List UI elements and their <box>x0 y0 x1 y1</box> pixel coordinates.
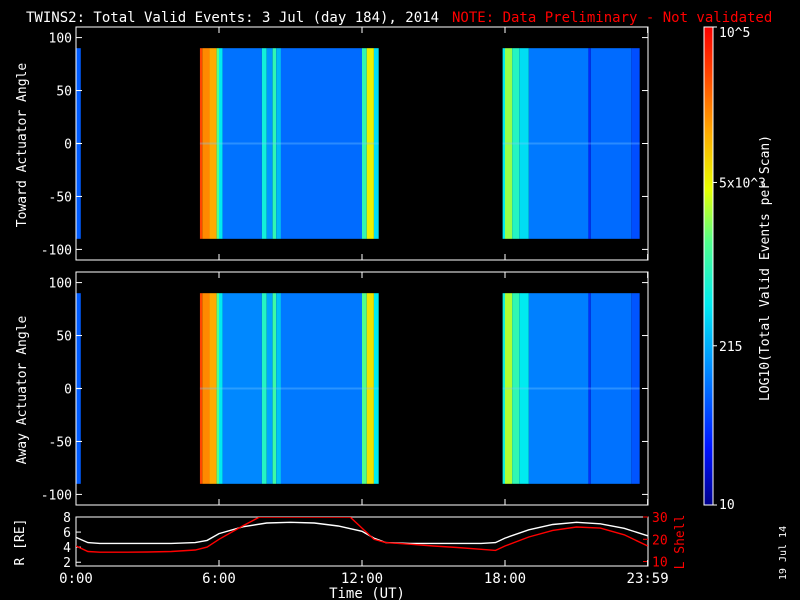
away-column <box>590 293 632 484</box>
colorbar-tick-label: 215 <box>719 340 742 355</box>
away-column <box>505 293 513 484</box>
away-column <box>219 293 223 484</box>
toward-ytick-label: 0 <box>64 138 72 153</box>
colorbar-gradient <box>703 26 714 506</box>
orbit-ytick-right-label: 30 <box>652 511 668 526</box>
away-column <box>261 293 267 484</box>
away-column <box>373 293 379 484</box>
toward-column <box>519 48 529 239</box>
toward-ytick-label: 100 <box>49 32 72 47</box>
chart-title: TWINS2: Total Valid Events: 3 Jul (day 1… <box>26 10 439 26</box>
colorbar-tick-label: 10 <box>719 498 735 513</box>
x-tick-label: 0:00 <box>59 571 93 587</box>
orbit-ytick-left-label: 6 <box>63 526 71 541</box>
x-axis-label: Time (UT) <box>329 586 405 600</box>
away-zero-band <box>502 387 640 390</box>
colorbar-tick-label: 5x10^3 <box>719 176 766 191</box>
away-column <box>276 293 281 484</box>
away-column <box>202 293 210 484</box>
toward-column <box>280 48 362 239</box>
away-column <box>272 293 277 484</box>
away-column <box>209 293 217 484</box>
toward-zero-band <box>502 142 640 145</box>
toward-column <box>505 48 513 239</box>
colorbar: 10 215 5x10^3 10^5 <box>703 26 766 513</box>
away-column <box>502 293 505 484</box>
toward-column <box>216 48 219 239</box>
toward-column <box>276 48 281 239</box>
away-ytick-label: -100 <box>41 488 72 503</box>
away-panel: 100 50 0 -50 -100 <box>41 271 649 506</box>
x-tick-label: 12:00 <box>341 571 383 587</box>
away-ytick-label: 50 <box>56 330 72 345</box>
orbit-ytick-right-label: 10 <box>652 556 668 571</box>
orbit-ytick-left-label: 4 <box>63 541 71 556</box>
away-zero-band <box>199 387 379 390</box>
colorbar-label: LOG10(Total Valid Events per Scan) <box>758 135 773 401</box>
toward-column <box>528 48 589 239</box>
away-column <box>362 293 367 484</box>
toward-column <box>588 48 591 239</box>
toward-column <box>222 48 262 239</box>
x-tick-label: 6:00 <box>202 571 236 587</box>
toward-column <box>631 48 640 239</box>
away-column <box>216 293 219 484</box>
away-column <box>519 293 529 484</box>
away-column <box>266 293 273 484</box>
orbit-ytick-right-label: 20 <box>652 533 668 548</box>
away-column <box>631 293 640 484</box>
away-ytick-label: 100 <box>49 277 72 292</box>
orbit-r-label: R [RE] <box>13 519 28 566</box>
away-ytick-label: -50 <box>49 435 72 450</box>
away-column <box>199 293 203 484</box>
toward-column <box>373 48 379 239</box>
lshell-series-line <box>76 517 648 553</box>
away-column <box>528 293 589 484</box>
toward-column <box>209 48 217 239</box>
side-date: 19 Jul 14 <box>778 526 789 580</box>
toward-ytick-label: -100 <box>41 243 72 258</box>
toward-ytick-label: -50 <box>49 190 72 205</box>
away-column <box>588 293 591 484</box>
away-ylabel: Away Actuator Angle <box>15 315 30 464</box>
orbit-ytick-left-label: 8 <box>63 511 71 526</box>
toward-column <box>272 48 277 239</box>
away-ytick-label: 0 <box>64 383 72 398</box>
orbit-ytick-left-label: 2 <box>63 556 71 571</box>
toward-column <box>366 48 374 239</box>
toward-column <box>219 48 223 239</box>
toward-column <box>502 48 505 239</box>
toward-panel: 100 50 0 -50 -100 <box>41 26 649 261</box>
x-tick-label: 18:00 <box>484 571 526 587</box>
orbit-frame <box>75 516 649 567</box>
toward-zero-band <box>199 142 379 145</box>
away-column <box>280 293 362 484</box>
r-series-line <box>76 521 648 545</box>
toward-column <box>590 48 632 239</box>
toward-column <box>202 48 210 239</box>
toward-column <box>512 48 520 239</box>
away-column <box>512 293 520 484</box>
away-column <box>366 293 374 484</box>
toward-ylabel: Toward Actuator Angle <box>15 63 30 228</box>
toward-column <box>266 48 273 239</box>
toward-column <box>199 48 203 239</box>
orbit-lshell-label: L Shell <box>673 515 688 570</box>
toward-column <box>261 48 267 239</box>
toward-ytick-label: 50 <box>56 85 72 100</box>
toward-column <box>362 48 367 239</box>
away-column <box>222 293 262 484</box>
x-tick-label: 23:59 <box>627 571 669 587</box>
chart-note: NOTE: Data Preliminary - Not validated <box>452 10 772 26</box>
colorbar-tick-label: 10^5 <box>719 26 750 41</box>
